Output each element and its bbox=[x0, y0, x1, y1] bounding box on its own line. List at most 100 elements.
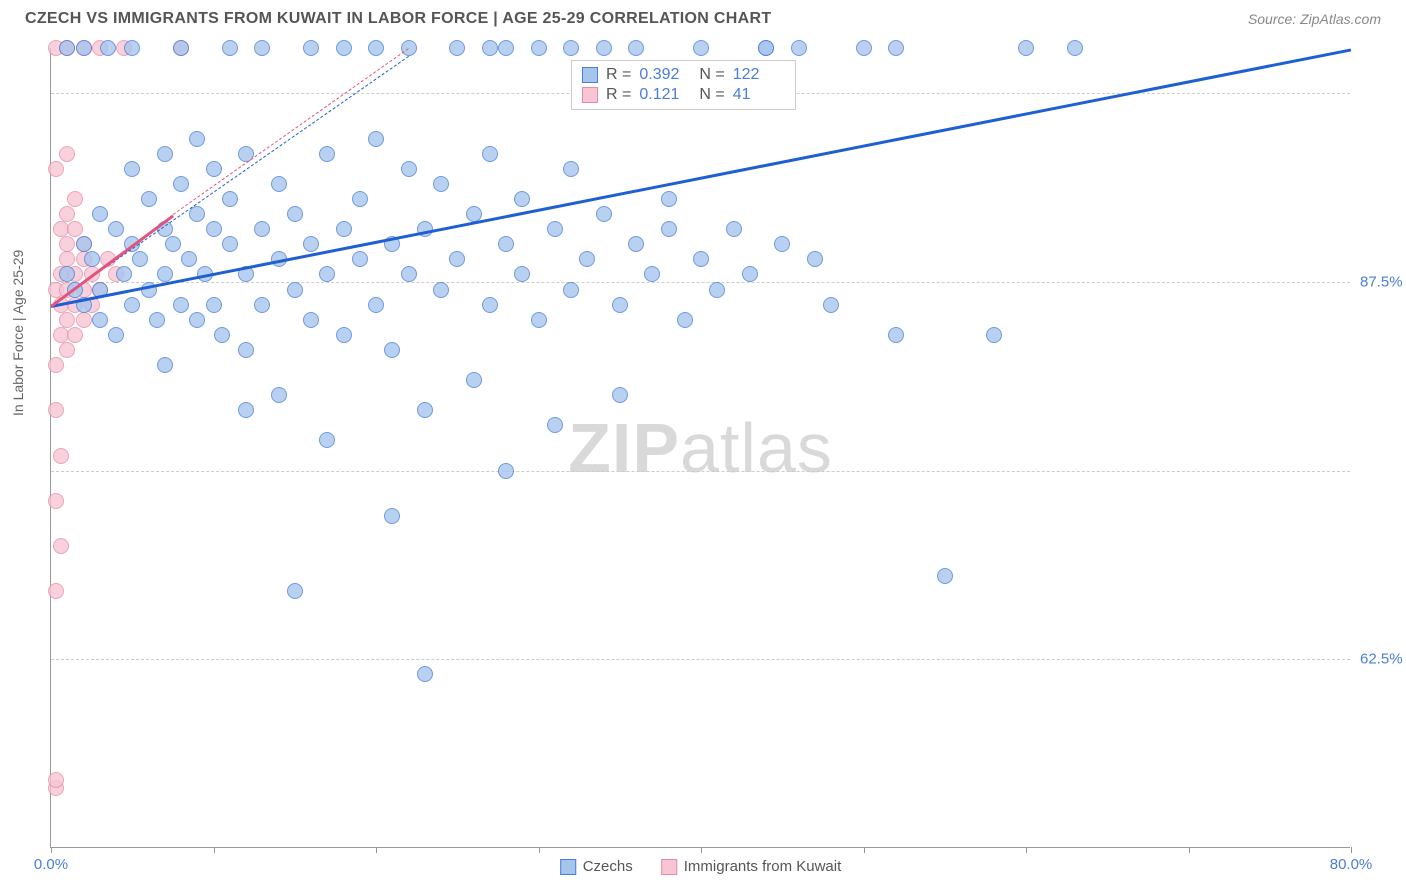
data-point-kuwait bbox=[48, 493, 64, 509]
data-point-kuwait bbox=[53, 538, 69, 554]
data-point-czechs bbox=[287, 282, 303, 298]
stats-r-label: R = bbox=[606, 66, 631, 84]
data-point-czechs bbox=[287, 206, 303, 222]
x-tick bbox=[376, 847, 377, 853]
title-bar: CZECH VS IMMIGRANTS FROM KUWAIT IN LABOR… bbox=[0, 0, 1406, 36]
data-point-czechs bbox=[986, 327, 1002, 343]
data-point-czechs bbox=[149, 312, 165, 328]
gridline-h bbox=[51, 471, 1350, 472]
data-point-czechs bbox=[173, 40, 189, 56]
data-point-czechs bbox=[693, 251, 709, 267]
data-point-kuwait bbox=[59, 236, 75, 252]
legend-label: Czechs bbox=[583, 858, 633, 875]
data-point-czechs bbox=[157, 266, 173, 282]
data-point-czechs bbox=[352, 191, 368, 207]
data-point-czechs bbox=[336, 221, 352, 237]
legend-swatch-kuwait bbox=[661, 859, 677, 875]
data-point-czechs bbox=[612, 297, 628, 313]
data-point-czechs bbox=[823, 297, 839, 313]
data-point-czechs bbox=[319, 432, 335, 448]
data-point-czechs bbox=[563, 161, 579, 177]
stats-r-value: 0.121 bbox=[639, 86, 691, 104]
data-point-czechs bbox=[514, 191, 530, 207]
data-point-czechs bbox=[59, 266, 75, 282]
chart-title: CZECH VS IMMIGRANTS FROM KUWAIT IN LABOR… bbox=[25, 10, 771, 28]
data-point-czechs bbox=[238, 402, 254, 418]
data-point-czechs bbox=[84, 251, 100, 267]
data-point-czechs bbox=[449, 251, 465, 267]
x-tick bbox=[1351, 847, 1352, 853]
data-point-czechs bbox=[173, 176, 189, 192]
data-point-czechs bbox=[937, 568, 953, 584]
data-point-czechs bbox=[157, 357, 173, 373]
data-point-czechs bbox=[100, 40, 116, 56]
data-point-czechs bbox=[157, 146, 173, 162]
data-point-czechs bbox=[368, 40, 384, 56]
data-point-czechs bbox=[401, 161, 417, 177]
stats-n-label: N = bbox=[699, 86, 724, 104]
data-point-czechs bbox=[482, 297, 498, 313]
data-point-czechs bbox=[303, 312, 319, 328]
data-point-czechs bbox=[368, 131, 384, 147]
data-point-czechs bbox=[726, 221, 742, 237]
data-point-kuwait bbox=[67, 327, 83, 343]
legend-item-czechs: Czechs bbox=[560, 858, 633, 875]
data-point-czechs bbox=[677, 312, 693, 328]
data-point-czechs bbox=[856, 40, 872, 56]
data-point-czechs bbox=[661, 221, 677, 237]
x-tick bbox=[1026, 847, 1027, 853]
data-point-czechs bbox=[92, 312, 108, 328]
data-point-czechs bbox=[254, 297, 270, 313]
x-tick bbox=[1189, 847, 1190, 853]
x-tick-label: 0.0% bbox=[34, 856, 68, 873]
legend-swatch-czechs bbox=[560, 859, 576, 875]
data-point-czechs bbox=[206, 161, 222, 177]
data-point-czechs bbox=[319, 266, 335, 282]
data-point-czechs bbox=[563, 282, 579, 298]
y-tick-label: 87.5% bbox=[1360, 273, 1406, 290]
stats-row-kuwait: R =0.121N =41 bbox=[582, 85, 785, 105]
stats-n-label: N = bbox=[699, 66, 724, 84]
data-point-czechs bbox=[336, 40, 352, 56]
stats-r-value: 0.392 bbox=[639, 66, 691, 84]
chart-container: ZIPatlas 62.5%87.5%0.0%80.0%R =0.392N =1… bbox=[50, 48, 1380, 848]
data-point-kuwait bbox=[48, 161, 64, 177]
legend-item-kuwait: Immigrants from Kuwait bbox=[661, 858, 842, 875]
data-point-czechs bbox=[132, 251, 148, 267]
stats-row-czechs: R =0.392N =122 bbox=[582, 65, 785, 85]
source-label: Source: ZipAtlas.com bbox=[1248, 11, 1381, 27]
data-point-czechs bbox=[206, 221, 222, 237]
data-point-czechs bbox=[222, 236, 238, 252]
data-point-czechs bbox=[384, 508, 400, 524]
data-point-czechs bbox=[222, 191, 238, 207]
data-point-czechs bbox=[141, 191, 157, 207]
data-point-czechs bbox=[222, 40, 238, 56]
data-point-czechs bbox=[1067, 40, 1083, 56]
data-point-czechs bbox=[482, 40, 498, 56]
data-point-czechs bbox=[401, 266, 417, 282]
data-point-czechs bbox=[709, 282, 725, 298]
data-point-czechs bbox=[888, 327, 904, 343]
x-tick bbox=[864, 847, 865, 853]
data-point-czechs bbox=[888, 40, 904, 56]
data-point-czechs bbox=[563, 40, 579, 56]
data-point-czechs bbox=[108, 221, 124, 237]
data-point-kuwait bbox=[53, 448, 69, 464]
data-point-czechs bbox=[498, 236, 514, 252]
data-point-czechs bbox=[181, 251, 197, 267]
data-point-czechs bbox=[368, 297, 384, 313]
data-point-czechs bbox=[254, 221, 270, 237]
data-point-czechs bbox=[596, 40, 612, 56]
data-point-czechs bbox=[791, 40, 807, 56]
data-point-czechs bbox=[303, 236, 319, 252]
data-point-czechs bbox=[59, 40, 75, 56]
data-point-czechs bbox=[579, 251, 595, 267]
data-point-czechs bbox=[303, 40, 319, 56]
x-tick bbox=[701, 847, 702, 853]
data-point-czechs bbox=[384, 342, 400, 358]
data-point-czechs bbox=[271, 176, 287, 192]
data-point-czechs bbox=[238, 342, 254, 358]
stats-r-label: R = bbox=[606, 86, 631, 104]
data-point-czechs bbox=[498, 40, 514, 56]
data-point-czechs bbox=[336, 327, 352, 343]
